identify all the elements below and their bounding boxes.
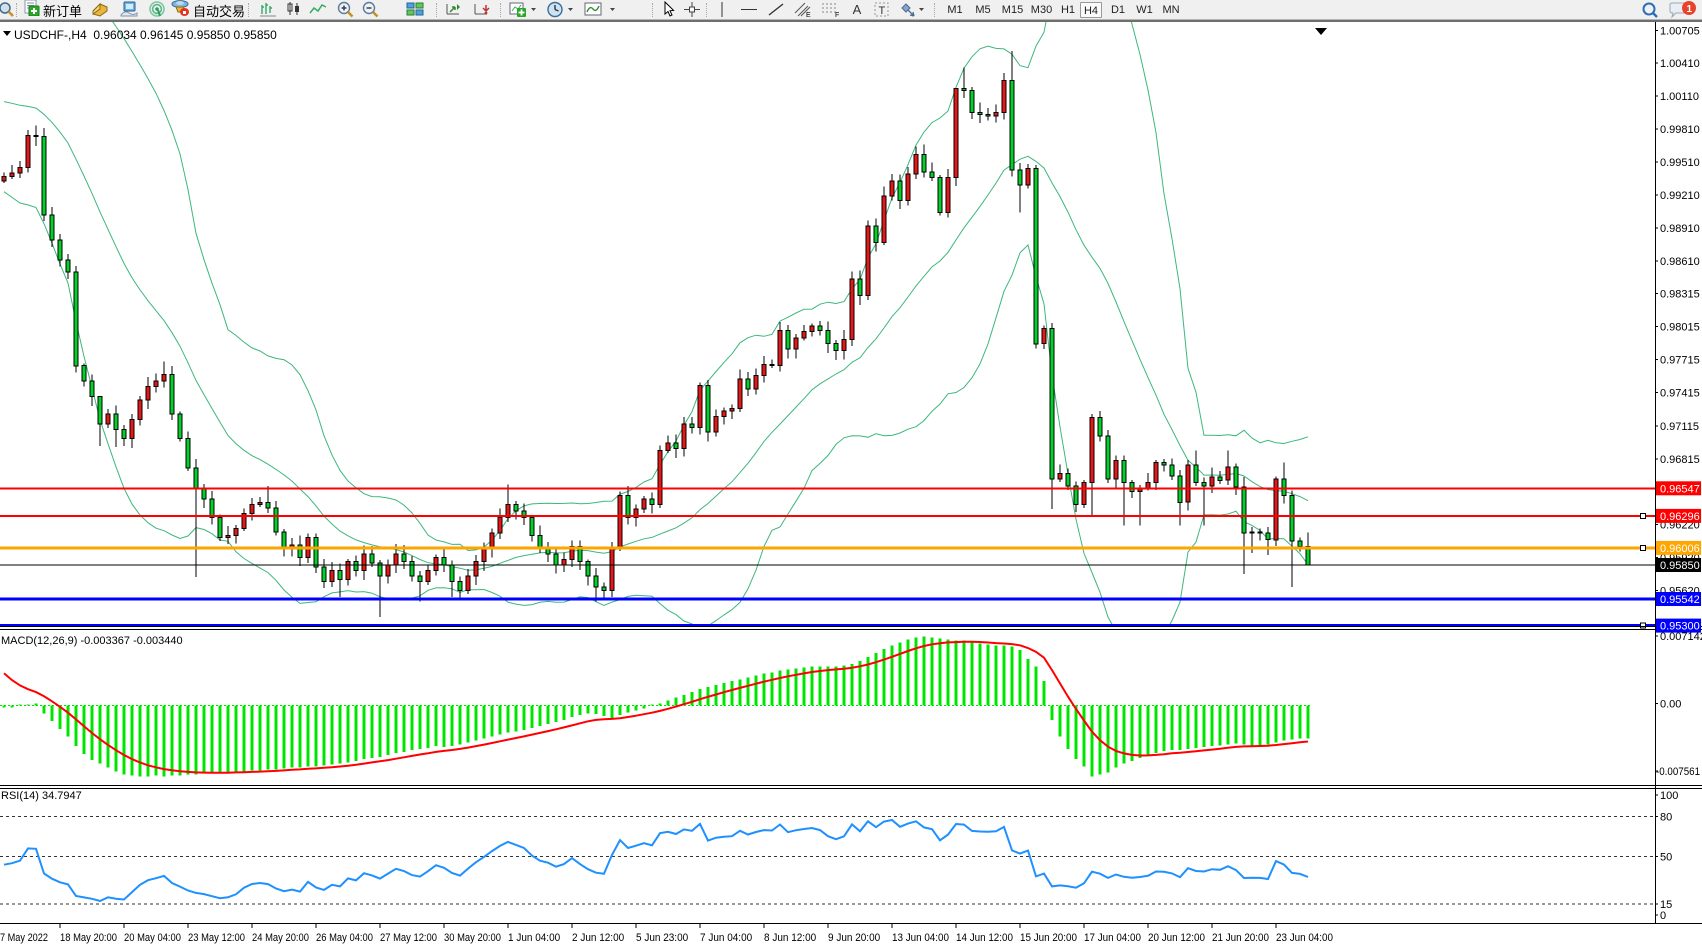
svg-text:23 Jun 04:00: 23 Jun 04:00 <box>1276 932 1333 944</box>
svg-text:USDCHF-,H4 0.96034 0.96145 0.: USDCHF-,H4 0.96034 0.96145 0.95850 0.958… <box>14 28 277 42</box>
svg-text:RSI(14) 34.7947: RSI(14) 34.7947 <box>1 790 82 802</box>
svg-text:2 Jun 12:00: 2 Jun 12:00 <box>572 932 624 944</box>
svg-text:1 Jun 04:00: 1 Jun 04:00 <box>508 932 560 944</box>
svg-text:20 May 04:00: 20 May 04:00 <box>124 932 181 944</box>
svg-text:9 Jun 20:00: 9 Jun 20:00 <box>828 932 880 944</box>
svg-text:0.97415: 0.97415 <box>1660 388 1700 400</box>
svg-text:13 Jun 04:00: 13 Jun 04:00 <box>892 932 949 944</box>
svg-text:0.99210: 0.99210 <box>1660 190 1700 202</box>
svg-text:0: 0 <box>1660 910 1666 922</box>
svg-text:0.98015: 0.98015 <box>1660 322 1700 334</box>
svg-text:0.98315: 0.98315 <box>1660 289 1700 301</box>
svg-text:26 May 04:00: 26 May 04:00 <box>316 932 373 944</box>
svg-text:15 Jun 20:00: 15 Jun 20:00 <box>1020 932 1077 944</box>
svg-text:T: T <box>879 5 886 17</box>
svg-text:0.96547: 0.96547 <box>1660 483 1700 495</box>
svg-text:21 Jun 20:00: 21 Jun 20:00 <box>1212 932 1269 944</box>
svg-text:7 Jun 04:00: 7 Jun 04:00 <box>700 932 752 944</box>
svg-text:0.99810: 0.99810 <box>1660 124 1700 136</box>
svg-text:80: 80 <box>1660 811 1672 823</box>
svg-text:1.00410: 1.00410 <box>1660 58 1700 70</box>
svg-text:E: E <box>806 12 811 18</box>
svg-text:0.95300: 0.95300 <box>1660 621 1700 633</box>
svg-text:1.00705: 1.00705 <box>1660 26 1700 38</box>
svg-text:5 Jun 23:00: 5 Jun 23:00 <box>636 932 688 944</box>
svg-text:0.98610: 0.98610 <box>1660 256 1700 268</box>
svg-text:0.99510: 0.99510 <box>1660 157 1700 169</box>
svg-text:7 May 2022: 7 May 2022 <box>0 932 48 944</box>
svg-text:0.00: 0.00 <box>1660 699 1681 711</box>
svg-text:18 May 20:00: 18 May 20:00 <box>60 932 117 944</box>
svg-text:0.96006: 0.96006 <box>1660 543 1700 555</box>
svg-text:F: F <box>835 12 839 18</box>
svg-text:0.007142: 0.007142 <box>1660 631 1702 643</box>
svg-text:1: 1 <box>1687 4 1693 15</box>
svg-text:27 May 12:00: 27 May 12:00 <box>380 932 437 944</box>
svg-text:15: 15 <box>1660 899 1672 911</box>
svg-text:23 May 12:00: 23 May 12:00 <box>188 932 245 944</box>
svg-text:50: 50 <box>1660 852 1672 864</box>
svg-text:17 Jun 04:00: 17 Jun 04:00 <box>1084 932 1141 944</box>
svg-text:8 Jun 12:00: 8 Jun 12:00 <box>764 932 816 944</box>
svg-text:0.98910: 0.98910 <box>1660 223 1700 235</box>
svg-text:MACD(12,26,9) -0.003367 -0.003: MACD(12,26,9) -0.003367 -0.003440 <box>1 635 183 647</box>
svg-text:1.00110: 1.00110 <box>1660 91 1699 103</box>
svg-text:-0.007561: -0.007561 <box>1656 766 1700 778</box>
svg-text:24 May 20:00: 24 May 20:00 <box>252 932 309 944</box>
svg-text:0.96296: 0.96296 <box>1660 511 1700 523</box>
svg-text:0.97715: 0.97715 <box>1660 355 1700 367</box>
svg-text:30 May 20:00: 30 May 20:00 <box>444 932 501 944</box>
svg-text:0.96815: 0.96815 <box>1660 454 1700 466</box>
svg-text:20 Jun 12:00: 20 Jun 12:00 <box>1148 932 1205 944</box>
svg-text:0.95542: 0.95542 <box>1660 594 1700 606</box>
svg-text:0.97115: 0.97115 <box>1660 421 1699 433</box>
svg-text:100: 100 <box>1660 790 1678 802</box>
svg-text:0.95850: 0.95850 <box>1660 560 1700 572</box>
svg-text:14 Jun 12:00: 14 Jun 12:00 <box>956 932 1013 944</box>
